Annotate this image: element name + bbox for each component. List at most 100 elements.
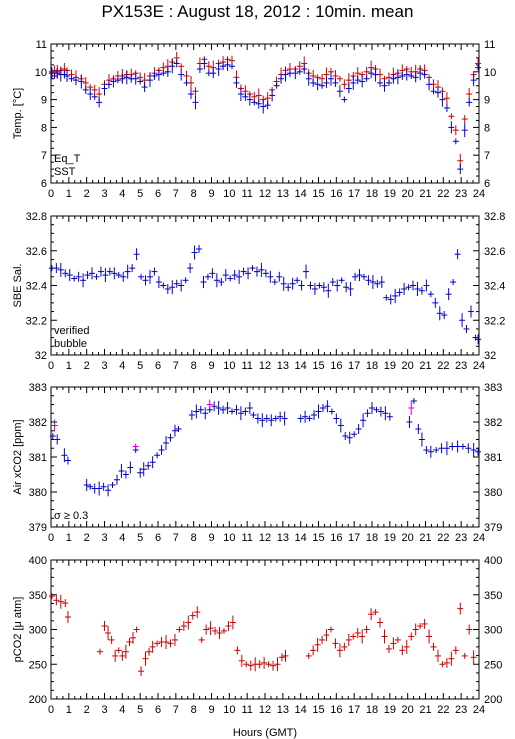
y-tick-label-right: 380 xyxy=(484,487,502,499)
plot-frame xyxy=(50,386,480,528)
y-tick-label-left: 381 xyxy=(29,452,47,464)
x-tick-label: 17 xyxy=(348,188,360,200)
x-tick-label: 9 xyxy=(208,704,214,716)
y-tick-label-right: 32.4 xyxy=(484,281,505,293)
x-tick-label: 13 xyxy=(277,704,289,716)
x-tick-label: 1 xyxy=(66,704,72,716)
x-tick-label: 2 xyxy=(84,704,90,716)
x-tick-label: 13 xyxy=(277,360,289,372)
x-tick-label: 5 xyxy=(137,532,143,544)
x-tick-label: 23 xyxy=(455,188,467,200)
x-tick-label: 10 xyxy=(223,360,235,372)
x-tick-label: 20 xyxy=(402,360,414,372)
x-tick-label: 3 xyxy=(101,360,107,372)
y-tick-label-right: 32.8 xyxy=(484,211,505,223)
x-tick-label: 17 xyxy=(348,360,360,372)
x-tick-label: 5 xyxy=(137,360,143,372)
x-tick-label: 21 xyxy=(419,532,431,544)
y-tick-label-left: 11 xyxy=(36,39,47,51)
x-tick-label: 10 xyxy=(223,704,235,716)
y-tick-label-left: 32 xyxy=(35,350,47,362)
page-title: PX153E : August 18, 2012 : 10min. mean xyxy=(101,2,414,21)
x-tick-label: 15 xyxy=(312,704,324,716)
x-tick-label: 22 xyxy=(437,704,449,716)
x-tick-label: 22 xyxy=(437,188,449,200)
legend-entry: bubble xyxy=(54,338,87,350)
x-tick-label: 4 xyxy=(119,188,125,200)
x-tick-label: 7 xyxy=(173,360,179,372)
x-tick-label: 23 xyxy=(455,532,467,544)
x-tick-label: 3 xyxy=(101,532,107,544)
x-tick-label: 21 xyxy=(419,188,431,200)
x-tick-label: 24 xyxy=(473,188,485,200)
x-tick-label: 0 xyxy=(48,188,54,200)
x-tick-label: 0 xyxy=(48,532,54,544)
x-tick-label: 3 xyxy=(101,704,107,716)
y-axis-title: Temp. [°C] xyxy=(12,88,24,139)
x-tick-label: 8 xyxy=(191,188,197,200)
x-tick-label: 23 xyxy=(455,704,467,716)
x-tick-label: 2 xyxy=(84,360,90,372)
legend-entry: verified xyxy=(54,325,89,337)
x-tick-label: 16 xyxy=(330,360,342,372)
x-tick-label: 20 xyxy=(402,532,414,544)
x-tick-label: 1 xyxy=(66,188,72,200)
y-tick-label-right: 9 xyxy=(484,95,490,107)
y-tick-label-left: 32.6 xyxy=(26,246,47,258)
y-tick-label-right: 350 xyxy=(484,590,502,602)
y-tick-label-right: 200 xyxy=(484,694,502,706)
y-tick-label-right: 32.2 xyxy=(484,315,505,327)
x-tick-label: 18 xyxy=(366,360,378,372)
y-axis-title: SBE Sal. xyxy=(12,263,24,307)
y-tick-label-left: 400 xyxy=(29,555,47,567)
x-tick-label: 11 xyxy=(241,360,252,372)
y-tick-label-left: 380 xyxy=(29,487,47,499)
x-tick-label: 4 xyxy=(119,532,125,544)
x-tick-label: 1 xyxy=(66,360,72,372)
x-tick-label: 19 xyxy=(384,360,396,372)
y-tick-label-left: 200 xyxy=(29,694,47,706)
y-tick-label-left: 6 xyxy=(41,178,47,190)
x-tick-label: 16 xyxy=(330,704,342,716)
x-tick-label: 20 xyxy=(402,188,414,200)
x-tick-label: 12 xyxy=(259,360,271,372)
y-tick-label-right: 32 xyxy=(484,350,496,362)
x-tick-label: 18 xyxy=(366,188,378,200)
x-tick-label: 0 xyxy=(48,360,54,372)
x-tick-label: 1 xyxy=(66,532,72,544)
y-tick-label-left: 379 xyxy=(29,522,47,534)
x-tick-label: 21 xyxy=(419,360,431,372)
x-axis-title: Hours (GMT) xyxy=(233,727,297,739)
x-tick-label: 11 xyxy=(241,188,252,200)
x-tick-label: 5 xyxy=(137,704,143,716)
x-tick-label: 8 xyxy=(191,704,197,716)
y-tick-label-right: 7 xyxy=(484,150,490,162)
x-tick-label: 2 xyxy=(84,532,90,544)
x-tick-label: 14 xyxy=(295,188,307,200)
x-tick-label: 6 xyxy=(155,360,161,372)
y-tick-label-left: 383 xyxy=(29,382,47,394)
y-tick-label-right: 6 xyxy=(484,178,490,190)
y-tick-label-left: 250 xyxy=(29,659,47,671)
x-tick-label: 4 xyxy=(119,360,125,372)
y-tick-label-right: 8 xyxy=(484,122,490,134)
x-tick-label: 12 xyxy=(259,532,271,544)
x-tick-label: 18 xyxy=(366,704,378,716)
y-tick-label-right: 382 xyxy=(484,417,502,429)
x-tick-label: 10 xyxy=(223,532,235,544)
y-axis-title: Air xCO2 [ppm] xyxy=(12,419,24,494)
x-tick-label: 14 xyxy=(295,704,307,716)
y-tick-label-left: 300 xyxy=(29,625,47,637)
legend-entry: σ ≥ 0.3 xyxy=(54,510,88,522)
x-tick-label: 16 xyxy=(330,532,342,544)
x-tick-label: 7 xyxy=(173,532,179,544)
x-tick-label: 2 xyxy=(84,188,90,200)
x-tick-label: 11 xyxy=(241,532,252,544)
x-tick-label: 5 xyxy=(137,188,143,200)
x-tick-label: 19 xyxy=(384,188,396,200)
y-tick-label-left: 382 xyxy=(29,417,47,429)
x-tick-label: 13 xyxy=(277,188,289,200)
x-tick-label: 6 xyxy=(155,188,161,200)
x-tick-label: 15 xyxy=(312,532,324,544)
y-tick-label-right: 10 xyxy=(484,67,496,79)
